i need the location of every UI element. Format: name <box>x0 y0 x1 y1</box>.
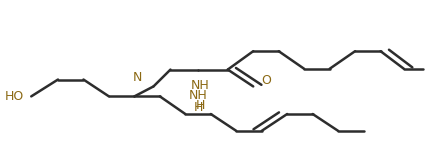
Text: HO: HO <box>4 90 23 103</box>
Text: H: H <box>195 99 204 112</box>
Text: O: O <box>260 74 270 87</box>
Text: N: N <box>133 71 142 84</box>
Text: NH
H: NH H <box>188 90 207 115</box>
Text: NH: NH <box>191 79 209 92</box>
